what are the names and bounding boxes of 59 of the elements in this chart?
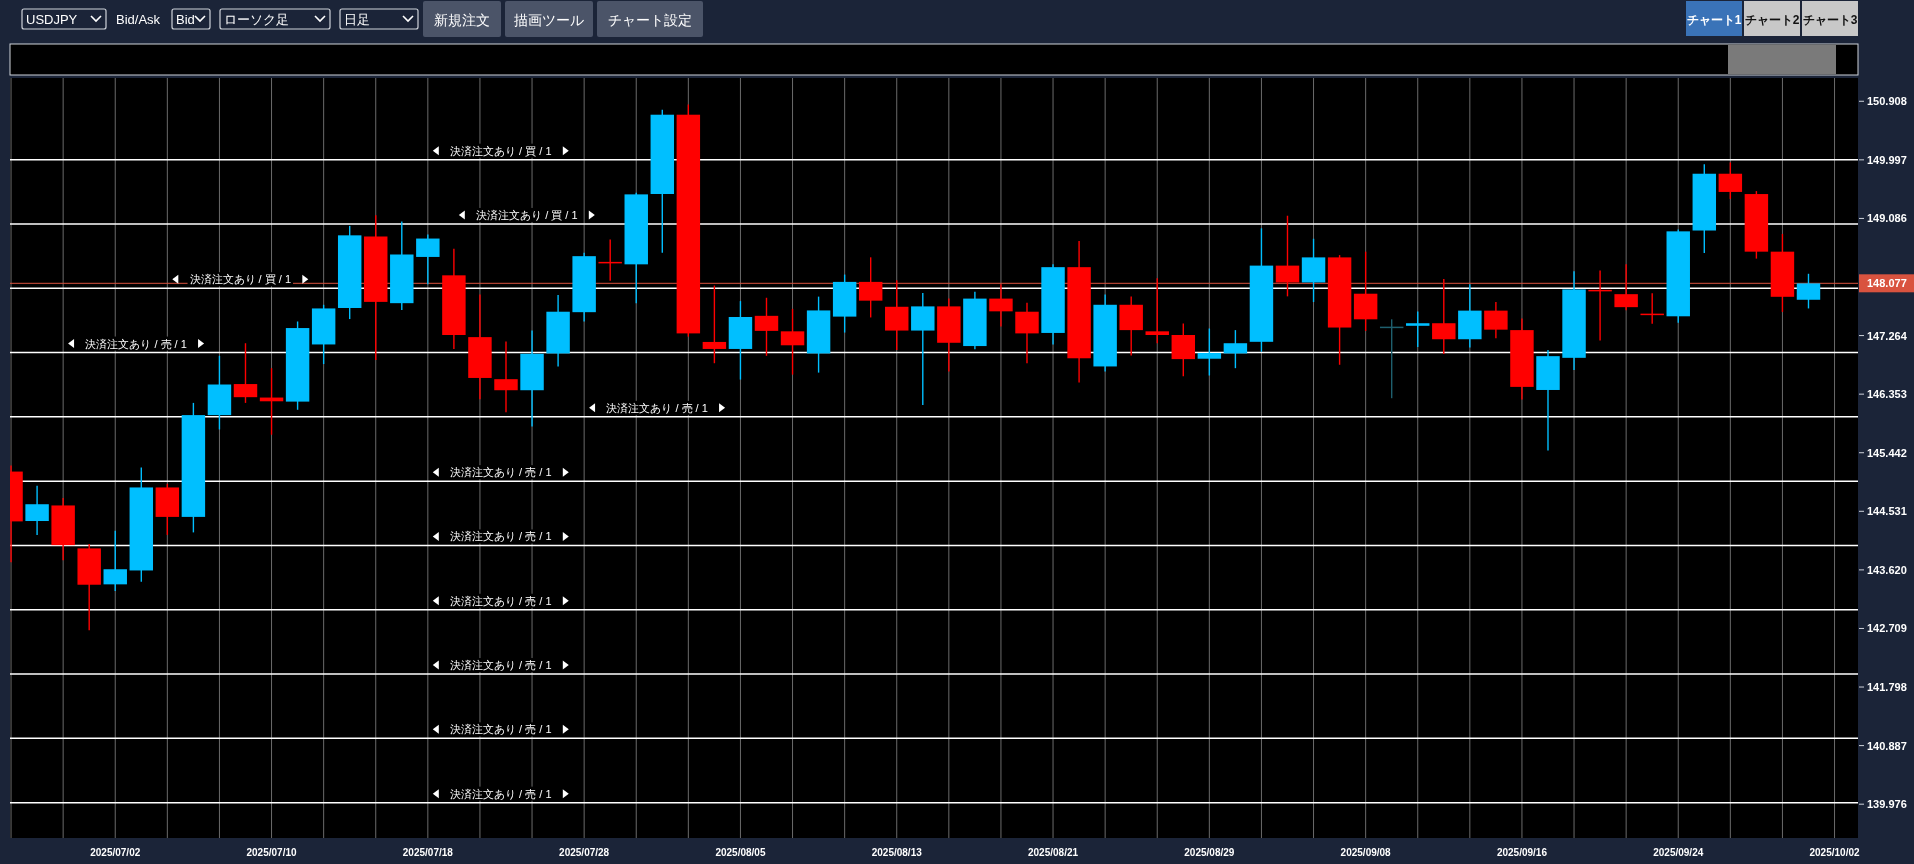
ref-line-label: 決済注文あり / 買 / 1 (476, 208, 578, 221)
candlestick (233, 342, 258, 404)
ref-line-label: 決済注文あり / 売 / 1 (450, 723, 552, 736)
ref-line-label: 148.077 (1867, 277, 1907, 290)
candlestick (754, 297, 779, 357)
y-tick-label: 147.264 (1867, 329, 1908, 342)
candlestick (1275, 215, 1300, 298)
candlestick (1197, 327, 1222, 377)
candlestick (1015, 302, 1039, 364)
ref-line-label: 決済注文あり / 買 / 1 (450, 144, 552, 157)
candlestick (1614, 263, 1638, 311)
x-tick-label: 2025/07/28 (559, 847, 610, 858)
y-tick-label: 146.353 (1867, 388, 1907, 401)
candlestick (885, 279, 909, 351)
ref-line-label: 決済注文あり / 売 / 1 (450, 659, 552, 672)
y-tick-label: 144.531 (1867, 505, 1907, 518)
x-tick-label: 2025/08/21 (1028, 847, 1079, 858)
x-tick-label: 2025/08/29 (1184, 847, 1235, 858)
x-tick-label: 2025/09/08 (1340, 847, 1392, 858)
ref-line-label: 決済注文あり / 売 / 1 (450, 530, 552, 543)
candlestick (989, 283, 1013, 328)
candlestick (494, 340, 518, 413)
x-tick-label: 2025/07/18 (402, 847, 454, 858)
candlestick (858, 256, 883, 319)
ref-line-label: 決済注文あり / 売 / 1 (450, 787, 552, 800)
toolbar: USDJPY Bid/Ask Bid ローソク足 日足 新規注文 描画ツール チャート設定 チャート1 チャート2 チャート3 (21, 1, 1858, 37)
candlestick (702, 284, 727, 364)
candlestick (1718, 161, 1743, 200)
x-tick-label: 2025/08/13 (871, 847, 923, 858)
y-tick-label: 149.997 (1867, 153, 1907, 166)
x-tick-label: 2025/10/02 (1809, 847, 1860, 858)
y-tick-label: 143.620 (1867, 563, 1907, 576)
y-tick-label: 142.709 (1867, 622, 1907, 635)
x-tick-label: 2025/07/10 (246, 847, 297, 858)
candlestick (780, 308, 805, 376)
ref-line-label: 決済注文あり / 売 / 1 (450, 594, 552, 607)
y-tick-label: 149.086 (1867, 212, 1907, 225)
y-tick-label: 145.442 (1867, 446, 1907, 459)
x-tick-label: 2025/08/05 (715, 847, 766, 858)
ref-line-label: 決済注文あり / 買 / 1 (189, 273, 292, 286)
candlestick (1796, 273, 1821, 310)
x-tick-label: 2025/07/02 (90, 847, 141, 858)
ref-line-label: 決済注文あり / 売 / 1 (450, 466, 552, 479)
candlestick (1484, 301, 1508, 340)
x-tick-label: 2025/09/24 (1653, 847, 1704, 858)
candlestick (25, 485, 49, 536)
y-tick-label: 150.908 (1867, 95, 1907, 108)
y-tick-label: 140.887 (1867, 739, 1907, 752)
candlestick (1223, 329, 1248, 369)
candlestick (1432, 278, 1456, 355)
y-tick-label: 139.976 (1867, 798, 1907, 811)
candlestick (103, 530, 127, 592)
candlestick (416, 233, 440, 286)
y-tick-label: 141.798 (1867, 681, 1907, 694)
ref-line-label: 決済注文あり / 売 / 1 (606, 401, 708, 414)
ref-line-label: 決済注文あり / 売 / 1 (85, 337, 187, 350)
candlestick (1406, 310, 1430, 348)
candlestick (1145, 277, 1169, 344)
x-tick-label: 2025/09/16 (1496, 847, 1548, 858)
